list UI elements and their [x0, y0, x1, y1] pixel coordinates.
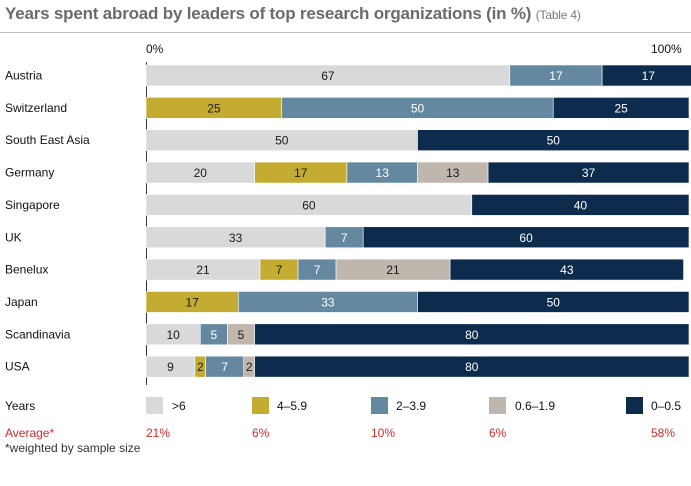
data-label: 80	[465, 360, 479, 374]
legend-swatch-0-6to1-9	[489, 397, 506, 414]
data-label: 2	[197, 360, 204, 374]
category-label: UK	[5, 230, 22, 244]
average-gt6: 21%	[146, 426, 171, 440]
legend-item-0to0-5: 0–0.5	[651, 399, 682, 413]
data-label: 25	[207, 101, 221, 115]
category-label: Germany	[5, 166, 54, 180]
average-label: Average*	[5, 426, 55, 440]
data-label: 21	[386, 263, 400, 277]
legend-item-0-6to1-9: 0.6–1.9	[515, 399, 556, 413]
data-label: 5	[211, 328, 218, 342]
data-label: 40	[574, 198, 588, 212]
bar-segment	[471, 194, 690, 216]
data-label: 10	[166, 328, 180, 342]
data-label: 17	[549, 69, 563, 83]
bar-segment	[417, 291, 690, 313]
data-label: 33	[229, 231, 243, 245]
data-label: 50	[547, 134, 561, 148]
bar-segment	[362, 226, 690, 249]
bar-segment	[449, 258, 684, 281]
axis-label-max: 100%	[651, 42, 682, 56]
table-note: (Table 4)	[535, 8, 581, 22]
data-label: 60	[519, 231, 533, 245]
data-label: 5	[238, 328, 245, 342]
legend-item-2to3-9: 2–3.9	[396, 399, 427, 413]
category-label: Benelux	[5, 263, 48, 277]
category-label: Scandinavia	[5, 327, 71, 341]
bar-segment	[552, 97, 690, 119]
data-label: 33	[321, 295, 335, 309]
data-label: 37	[582, 166, 596, 180]
chart-title: Years spent abroad by leaders of top res…	[5, 4, 581, 24]
data-label: 9	[167, 360, 174, 374]
data-label: 2	[246, 360, 253, 374]
data-label: 50	[411, 101, 425, 115]
average-0-6to1-9: 6%	[489, 426, 507, 440]
bar-segment	[254, 355, 690, 378]
category-label: Austria	[5, 69, 43, 83]
data-label: 13	[376, 166, 390, 180]
data-label: 17	[642, 69, 656, 83]
average-4to5-9: 6%	[252, 426, 270, 440]
data-label: 21	[196, 263, 210, 277]
legend-swatch-gt6	[146, 397, 163, 414]
category-label: Singapore	[5, 198, 60, 212]
category-label: South East Asia	[5, 133, 90, 147]
bar-segment	[487, 161, 690, 184]
legend-item-gt6: >6	[172, 399, 186, 413]
legend-swatch-0to0-5	[626, 397, 643, 414]
chart-title-text: Years spent abroad by leaders of top res…	[5, 4, 532, 23]
category-label: USA	[5, 360, 30, 374]
category-label: Switzerland	[5, 101, 67, 115]
legend-item-4to5-9: 4–5.9	[277, 399, 308, 413]
legend-swatch-2to3-9	[371, 397, 388, 414]
data-label: 43	[560, 263, 574, 277]
data-label: 7	[314, 263, 321, 277]
data-label: 7	[341, 231, 348, 245]
data-label: 80	[465, 328, 479, 342]
axis-label-min: 0%	[146, 42, 164, 56]
bar-segment	[254, 323, 690, 346]
data-label: 50	[275, 134, 289, 148]
title-divider	[0, 32, 691, 33]
average-0to0-5: 58%	[651, 426, 676, 440]
data-label: 17	[294, 166, 308, 180]
data-label: 50	[547, 295, 561, 309]
footnote: *weighted by sample size	[5, 441, 141, 455]
data-label: 7	[276, 263, 283, 277]
bar-segment	[601, 64, 691, 87]
bar-segment	[417, 129, 690, 151]
data-label: 13	[446, 166, 460, 180]
category-label: Japan	[5, 295, 38, 309]
data-label: 17	[185, 295, 199, 309]
data-label: 20	[194, 166, 208, 180]
average-2to3-9: 10%	[371, 426, 396, 440]
data-label: 7	[221, 360, 228, 374]
data-label: 67	[321, 69, 335, 83]
legend-swatch-4to5-9	[252, 397, 269, 414]
legend-label: Years	[5, 399, 36, 413]
data-label: 25	[614, 101, 628, 115]
data-label: 60	[302, 198, 316, 212]
